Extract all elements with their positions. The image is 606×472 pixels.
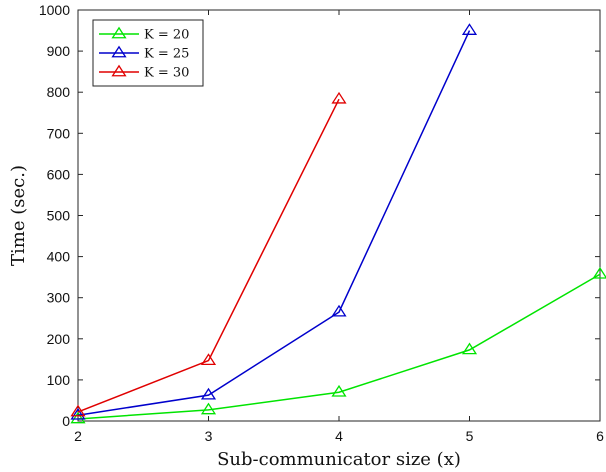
y-tick-label-3: 300 xyxy=(47,290,71,306)
x-tick-label-1: 3 xyxy=(205,428,213,444)
series-layer xyxy=(70,23,606,424)
legend-marker-2 xyxy=(111,64,127,77)
axes: 2 3 4 5 6 0 100 200 300 400 500 600 700 800 900 1000 xyxy=(39,2,604,444)
y-tick-label-6: 600 xyxy=(47,166,71,182)
y-tick-label-5: 500 xyxy=(47,208,71,224)
legend-label-0: K = 20 xyxy=(144,28,189,43)
x-tick-label-3: 5 xyxy=(466,428,474,444)
legend-label-2: K = 30 xyxy=(144,66,189,81)
legend-label-1: K = 25 xyxy=(144,47,189,62)
y-axis-title: Time (sec.) xyxy=(8,165,29,266)
x-axis-title: Sub-communicator size (x) xyxy=(217,449,461,470)
y-tick-label-7: 700 xyxy=(47,125,71,141)
series-0-point-2 xyxy=(331,384,347,397)
y-tick-label-8: 800 xyxy=(47,84,71,100)
x-tick-label-2: 4 xyxy=(335,428,343,444)
series-0-point-3 xyxy=(461,342,478,355)
y-tick-label-1: 100 xyxy=(47,372,71,388)
series-0-point-4 xyxy=(592,266,606,279)
x-tick-label-4: 6 xyxy=(596,428,604,444)
series-1-point-1 xyxy=(200,387,217,400)
legend: K = 20 K = 25 K = 30 xyxy=(92,19,204,87)
series-2-point-2 xyxy=(331,91,347,104)
y-tick-label-9: 900 xyxy=(47,43,71,59)
legend-marker-1 xyxy=(111,45,127,58)
series-line-1 xyxy=(77,30,471,416)
series-line-2 xyxy=(77,98,340,413)
series-0-point-0 xyxy=(70,411,86,424)
y-tick-label-0: 0 xyxy=(62,413,70,429)
series-2-point-0 xyxy=(70,404,86,417)
legend-marker-0 xyxy=(111,26,127,39)
x-tick-label-0: 2 xyxy=(74,428,82,444)
series-line-0 xyxy=(77,273,601,420)
y-tick-label-4: 400 xyxy=(47,249,71,265)
series-0-point-1 xyxy=(200,402,217,415)
y-tick-label-10: 1000 xyxy=(39,2,70,18)
series-2-point-1 xyxy=(200,353,217,365)
series-1-point-2 xyxy=(331,304,347,317)
y-tick-label-2: 200 xyxy=(47,331,71,347)
series-1-point-0 xyxy=(70,407,86,420)
series-1-point-3 xyxy=(461,23,478,35)
